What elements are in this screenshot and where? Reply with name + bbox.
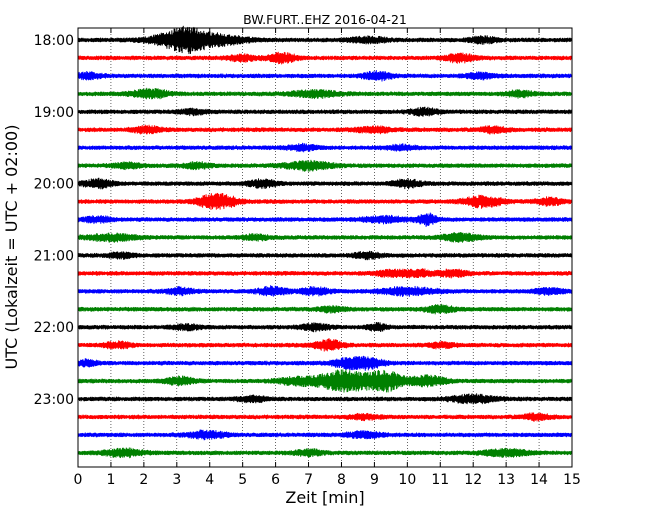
x-tick-label: 5 [238, 472, 247, 488]
seismic-trace [77, 87, 573, 100]
seismic-trace [77, 393, 573, 405]
seismic-trace [77, 124, 573, 135]
seismic-trace [77, 321, 573, 333]
seismic-trace [77, 231, 573, 243]
seismic-trace [77, 177, 573, 190]
x-axis: 0 1 2 3 4 5 6 7 8 9 10 11 12 13 14 15 [74, 28, 581, 488]
seismic-trace [77, 25, 573, 55]
seismic-trace [77, 412, 573, 422]
seismic-trace [77, 355, 573, 371]
x-tick-label: 13 [497, 472, 515, 488]
seismic-trace [77, 106, 573, 117]
y-tick-label: 18:00 [34, 33, 74, 49]
x-tick-label: 8 [337, 472, 346, 488]
x-tick-label: 4 [205, 472, 214, 488]
x-tick-label: 14 [530, 472, 548, 488]
chart-title: BW.FURT..EHZ 2016-04-21 [243, 12, 407, 27]
plot-frame [77, 27, 573, 468]
x-tick-label: 6 [271, 472, 280, 488]
seismic-trace [77, 369, 573, 393]
x-tick-label: 2 [139, 472, 148, 488]
seismic-trace [77, 69, 573, 82]
grid-lines [110, 28, 540, 467]
y-tick-label: 23:00 [34, 392, 74, 408]
seismic-trace [77, 192, 573, 210]
y-tick-label: 20:00 [34, 177, 74, 193]
seismic-trace [77, 268, 573, 279]
seismic-trace [77, 51, 573, 65]
seismic-trace [77, 447, 573, 459]
x-tick-label: 15 [563, 472, 581, 488]
x-tick-label: 10 [398, 472, 416, 488]
seismic-trace [77, 212, 573, 227]
seismic-trace [77, 159, 573, 172]
y-tick-label: 22:00 [34, 320, 74, 336]
x-tick-label: 0 [74, 472, 83, 488]
seismic-trace [77, 429, 573, 441]
seismic-trace [77, 142, 573, 153]
x-tick-label: 1 [106, 472, 115, 488]
x-tick-label: 7 [304, 472, 313, 488]
x-tick-label: 3 [172, 472, 181, 488]
traces [77, 25, 573, 459]
y-axis: 18:00 19:00 20:00 21:00 22:00 23:00 [34, 33, 572, 408]
x-tick-label: 11 [431, 472, 449, 488]
seismic-trace [77, 303, 573, 315]
y-tick-label: 19:00 [34, 105, 74, 121]
x-tick-label: 9 [370, 472, 379, 488]
x-axis-label: Zeit [min] [285, 488, 364, 507]
seismic-trace [77, 338, 573, 352]
x-tick-label: 12 [464, 472, 482, 488]
y-tick-label: 21:00 [34, 248, 74, 264]
seismic-trace [77, 285, 573, 297]
seismic-trace [77, 250, 573, 261]
y-axis-label: UTC (Lokalzeit = UTC + 02:00) [2, 125, 21, 370]
